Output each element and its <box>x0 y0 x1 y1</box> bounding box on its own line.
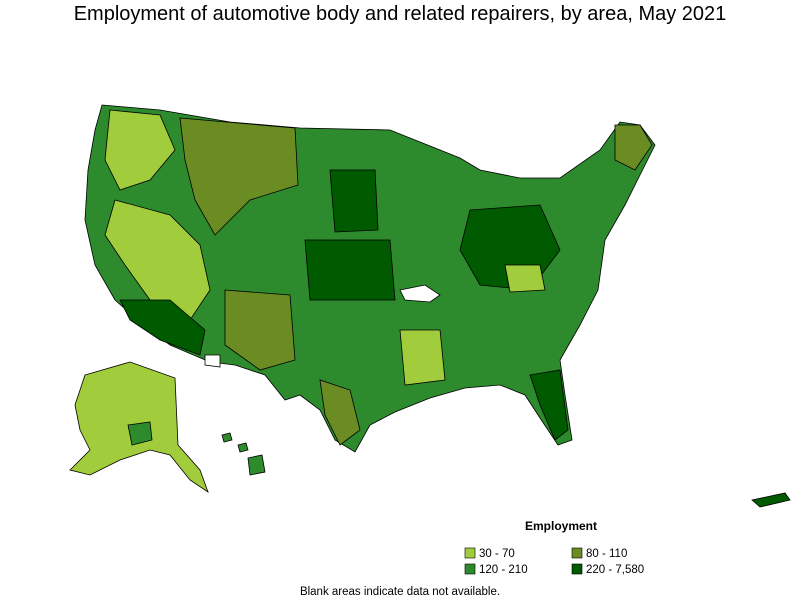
legend-swatch <box>571 563 583 575</box>
region <box>529 369 569 441</box>
legend-label: 80 - 110 <box>586 548 627 560</box>
region <box>319 379 361 446</box>
legend-label: 220 - 7,580 <box>586 564 644 576</box>
legend-label: 30 - 70 <box>479 548 515 560</box>
region <box>399 329 446 386</box>
region <box>304 239 396 301</box>
no-data <box>204 354 221 368</box>
region <box>104 109 176 191</box>
footnote: Blank areas indicate data not available. <box>300 586 500 598</box>
region <box>614 124 653 171</box>
region <box>247 454 266 476</box>
legend-label: 120 - 210 <box>479 564 528 576</box>
region <box>751 492 791 508</box>
map-title: Employment of automotive body and relate… <box>74 3 727 25</box>
legend-swatch <box>464 547 476 559</box>
region <box>504 264 546 293</box>
region <box>221 432 233 443</box>
region <box>119 299 206 356</box>
region <box>179 117 299 236</box>
no-data <box>399 284 441 303</box>
region <box>329 169 379 233</box>
region <box>224 289 296 371</box>
region <box>127 421 153 446</box>
map <box>69 104 791 508</box>
legend-swatch <box>464 563 476 575</box>
legend: Employment 30 - 70 80 - 110 120 - 210 220 -… <box>464 519 644 576</box>
legend-title: Employment <box>525 519 597 533</box>
region <box>237 442 249 453</box>
legend-swatch <box>571 547 583 559</box>
